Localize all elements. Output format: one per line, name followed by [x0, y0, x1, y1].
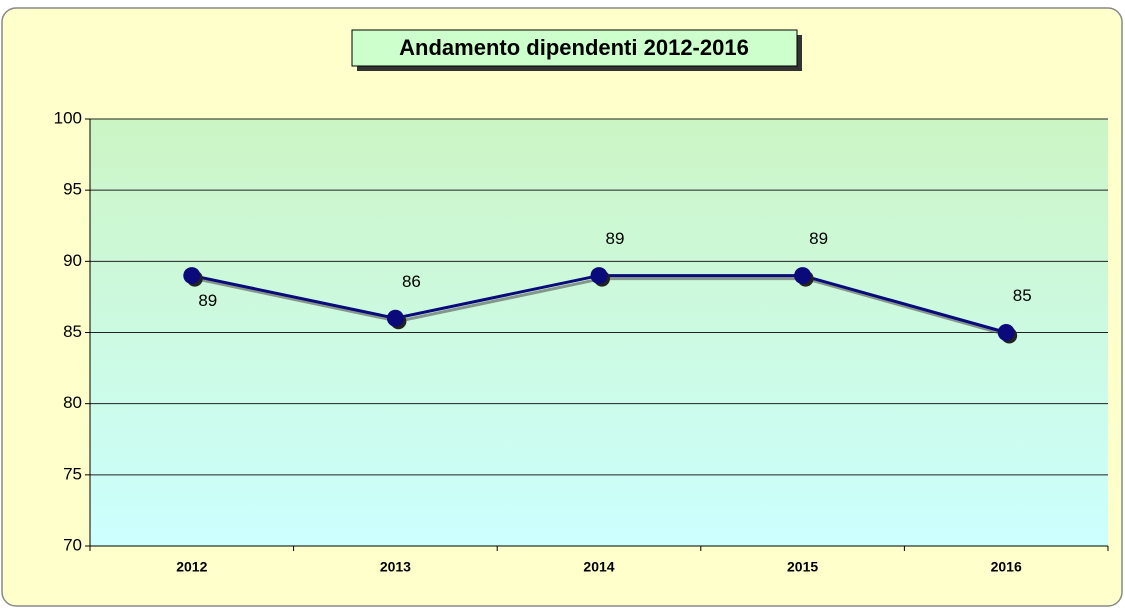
y-tick-label: 80: [63, 393, 82, 412]
marker: [183, 267, 201, 285]
data-label: 89: [606, 229, 625, 248]
x-tick-label: 2016: [991, 559, 1022, 575]
marker: [794, 267, 812, 285]
data-label: 89: [198, 291, 217, 310]
x-tick-label: 2013: [380, 559, 411, 575]
title-box: [351, 29, 798, 67]
marker: [590, 267, 608, 285]
y-tick-label: 90: [63, 251, 82, 270]
marker: [386, 309, 404, 327]
y-tick-label: 75: [63, 464, 82, 483]
data-label: 85: [1013, 286, 1032, 305]
y-tick-label: 95: [63, 180, 82, 199]
marker: [997, 324, 1015, 341]
data-label: 86: [402, 272, 421, 291]
x-tick-label: 2015: [787, 559, 818, 575]
y-tick-label: 70: [63, 535, 82, 554]
x-tick-label: 2012: [176, 559, 207, 575]
y-tick-label: 100: [54, 108, 82, 127]
x-tick-label: 2014: [583, 559, 614, 575]
data-label: 89: [809, 229, 828, 248]
chart-title: Andamento dipendenti 2012-2016: [399, 35, 749, 60]
y-tick-label: 85: [63, 322, 82, 341]
